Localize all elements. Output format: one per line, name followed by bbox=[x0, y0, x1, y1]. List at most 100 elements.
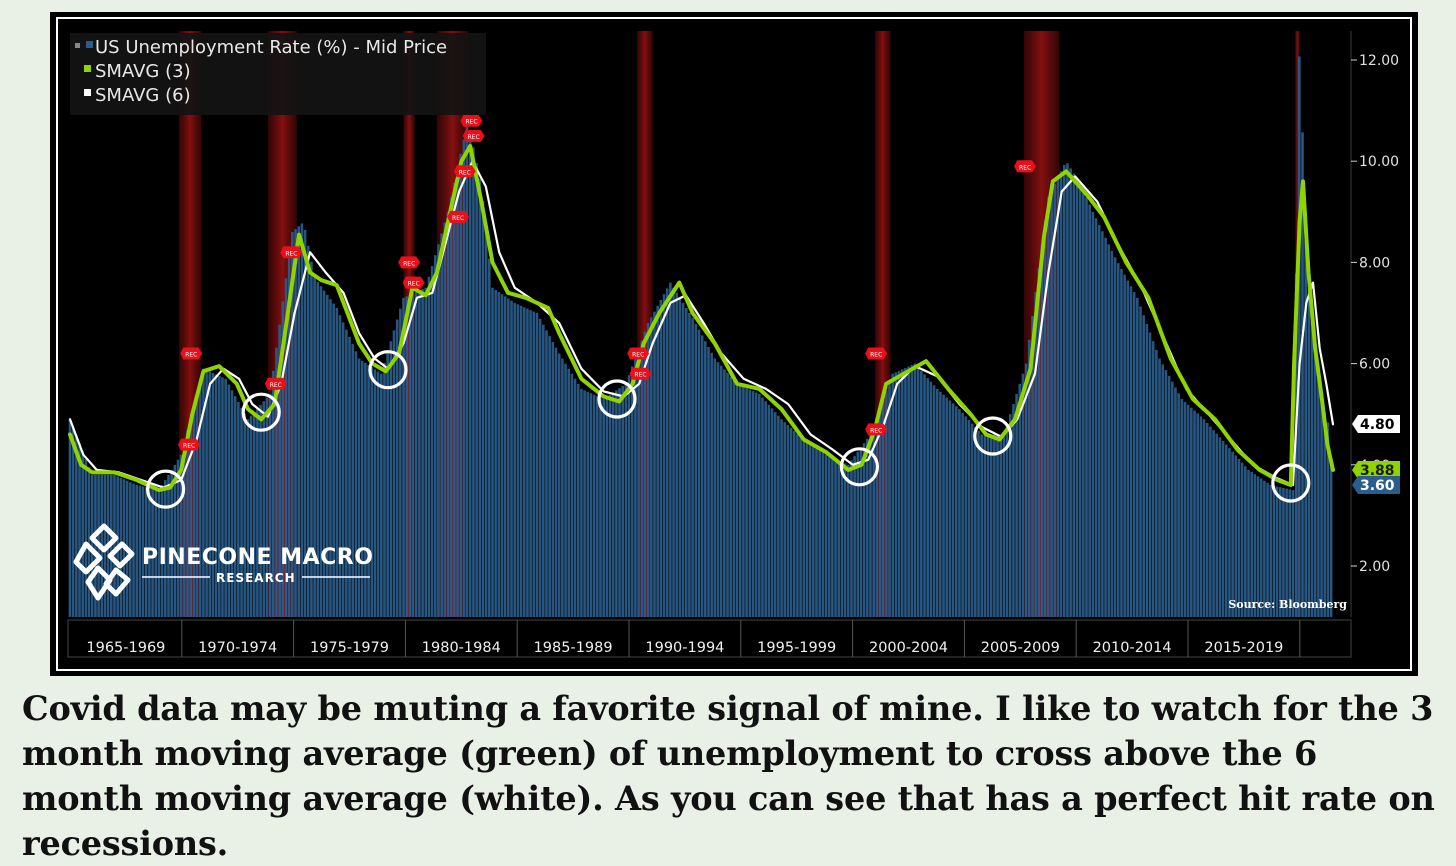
unemployment-bar bbox=[977, 430, 980, 617]
unemployment-bar bbox=[440, 233, 443, 617]
unemployment-bar bbox=[329, 299, 332, 617]
unemployment-bar bbox=[189, 417, 193, 617]
recession-marker-tag bbox=[1014, 160, 1037, 173]
recession-marker-tag bbox=[280, 246, 303, 259]
unemployment-bar bbox=[627, 375, 631, 617]
period-axis bbox=[67, 619, 1352, 658]
unemployment-bar bbox=[1320, 401, 1323, 617]
unemployment-bar bbox=[522, 307, 526, 617]
unemployment-bar bbox=[1028, 339, 1031, 617]
last-value-labels: 4.80 3.883.60 bbox=[1352, 415, 1400, 494]
unemployment-bar bbox=[980, 434, 983, 617]
period-label: 1970-1974 bbox=[198, 640, 277, 656]
unemployment-bar bbox=[554, 347, 558, 617]
unemployment-bar bbox=[71, 427, 75, 617]
unemployment-bar bbox=[1116, 263, 1120, 617]
unemployment-bar bbox=[310, 261, 313, 617]
unemployment-bar bbox=[1307, 288, 1311, 617]
unemployment-bar bbox=[856, 451, 860, 617]
unemployment-bar bbox=[275, 347, 278, 617]
unemployment-bar bbox=[859, 447, 863, 617]
unemployment-bar bbox=[805, 441, 809, 617]
unemployment-bar bbox=[332, 303, 335, 617]
unemployment-bar bbox=[738, 385, 742, 617]
unemployment-bar bbox=[1215, 433, 1219, 617]
unemployment-bar bbox=[507, 298, 510, 617]
unemployment-bar bbox=[1301, 132, 1304, 618]
unemployment-bar bbox=[974, 427, 977, 617]
unemployment-bar bbox=[932, 385, 936, 617]
unemployment-bar bbox=[551, 341, 555, 617]
unemployment-bar bbox=[1310, 320, 1314, 617]
unemployment-bar bbox=[376, 371, 380, 617]
unemployment-bar bbox=[313, 277, 316, 617]
unemployment-bar bbox=[1015, 393, 1018, 617]
unemployment-bar bbox=[596, 396, 599, 617]
recession-marker-label: REC bbox=[408, 281, 420, 288]
recession-marker-tag bbox=[462, 129, 485, 142]
recession-marker-label: REC bbox=[452, 215, 464, 222]
unemployment-bar bbox=[691, 318, 694, 617]
unemployment-bar bbox=[735, 383, 739, 617]
unemployment-bar bbox=[729, 376, 733, 617]
last-value-label: 3.88 bbox=[1360, 463, 1395, 479]
unemployment-bar bbox=[656, 305, 659, 617]
unemployment-bar bbox=[831, 457, 834, 617]
unemployment-bar bbox=[1170, 381, 1174, 617]
unemployment-bar bbox=[1240, 462, 1244, 617]
unemployment-bar bbox=[964, 416, 968, 617]
unemployment-bar bbox=[1285, 488, 1288, 617]
unemployment-bar bbox=[1263, 480, 1266, 617]
unemployment-bar bbox=[1180, 399, 1184, 617]
unemployment-bar bbox=[961, 412, 964, 617]
unemployment-bar bbox=[1250, 472, 1253, 617]
unemployment-bar bbox=[913, 363, 917, 617]
unemployment-bar bbox=[1132, 292, 1136, 617]
unemployment-bar bbox=[885, 391, 888, 617]
unemployment-bar bbox=[1104, 237, 1107, 617]
unemployment-bar bbox=[1139, 306, 1142, 617]
unemployment-bar bbox=[370, 367, 374, 617]
unemployment-bar bbox=[1129, 286, 1133, 617]
unemployment-bar bbox=[923, 374, 926, 617]
unemployment-bar bbox=[1145, 323, 1149, 617]
unemployment-bar bbox=[1040, 244, 1044, 618]
unemployment-chart: REC REC REC REC REC REC REC REC REC REC REC REC REC R… bbox=[67, 31, 1400, 658]
period-label: 2015-2019 bbox=[1204, 640, 1283, 656]
unemployment-bar bbox=[1091, 211, 1095, 618]
recession-marker: REC bbox=[1014, 160, 1037, 173]
unemployment-bars bbox=[68, 56, 1333, 618]
recession-marker: REC bbox=[627, 347, 650, 360]
unemployment-bar bbox=[1043, 220, 1047, 617]
unemployment-bar bbox=[421, 289, 424, 617]
unemployment-bar bbox=[662, 294, 666, 617]
unemployment-bar bbox=[834, 459, 837, 617]
recession-marker-tag bbox=[627, 347, 650, 360]
legend-box bbox=[70, 33, 486, 115]
unemployment-bar bbox=[1174, 387, 1177, 617]
unemployment-bar bbox=[1202, 419, 1206, 617]
unemployment-bar bbox=[246, 419, 250, 617]
unemployment-bar bbox=[758, 393, 761, 617]
unemployment-bar bbox=[751, 391, 755, 617]
unemployment-bar bbox=[665, 288, 669, 617]
recession-marker: REC bbox=[865, 423, 888, 436]
recession-marker-label: REC bbox=[870, 427, 882, 434]
unemployment-bar bbox=[459, 153, 463, 617]
unemployment-bar bbox=[186, 430, 189, 617]
recession-marker-tag bbox=[453, 165, 476, 178]
unemployment-bar bbox=[1196, 413, 1199, 617]
recession-marker: REC bbox=[629, 367, 652, 380]
unemployment-bar bbox=[386, 352, 389, 617]
unemployment-bar bbox=[777, 415, 780, 617]
recession-marker-label: REC bbox=[870, 352, 882, 359]
unemployment-bar bbox=[802, 439, 806, 617]
unemployment-bar bbox=[351, 344, 355, 617]
unemployment-bar bbox=[1317, 377, 1320, 617]
unemployment-bar bbox=[659, 299, 663, 617]
unemployment-bar bbox=[472, 147, 475, 617]
recession-marker: REC bbox=[453, 165, 476, 178]
unemployment-bar bbox=[303, 229, 307, 617]
unemployment-bar bbox=[589, 393, 593, 617]
unemployment-bar bbox=[1212, 430, 1215, 617]
